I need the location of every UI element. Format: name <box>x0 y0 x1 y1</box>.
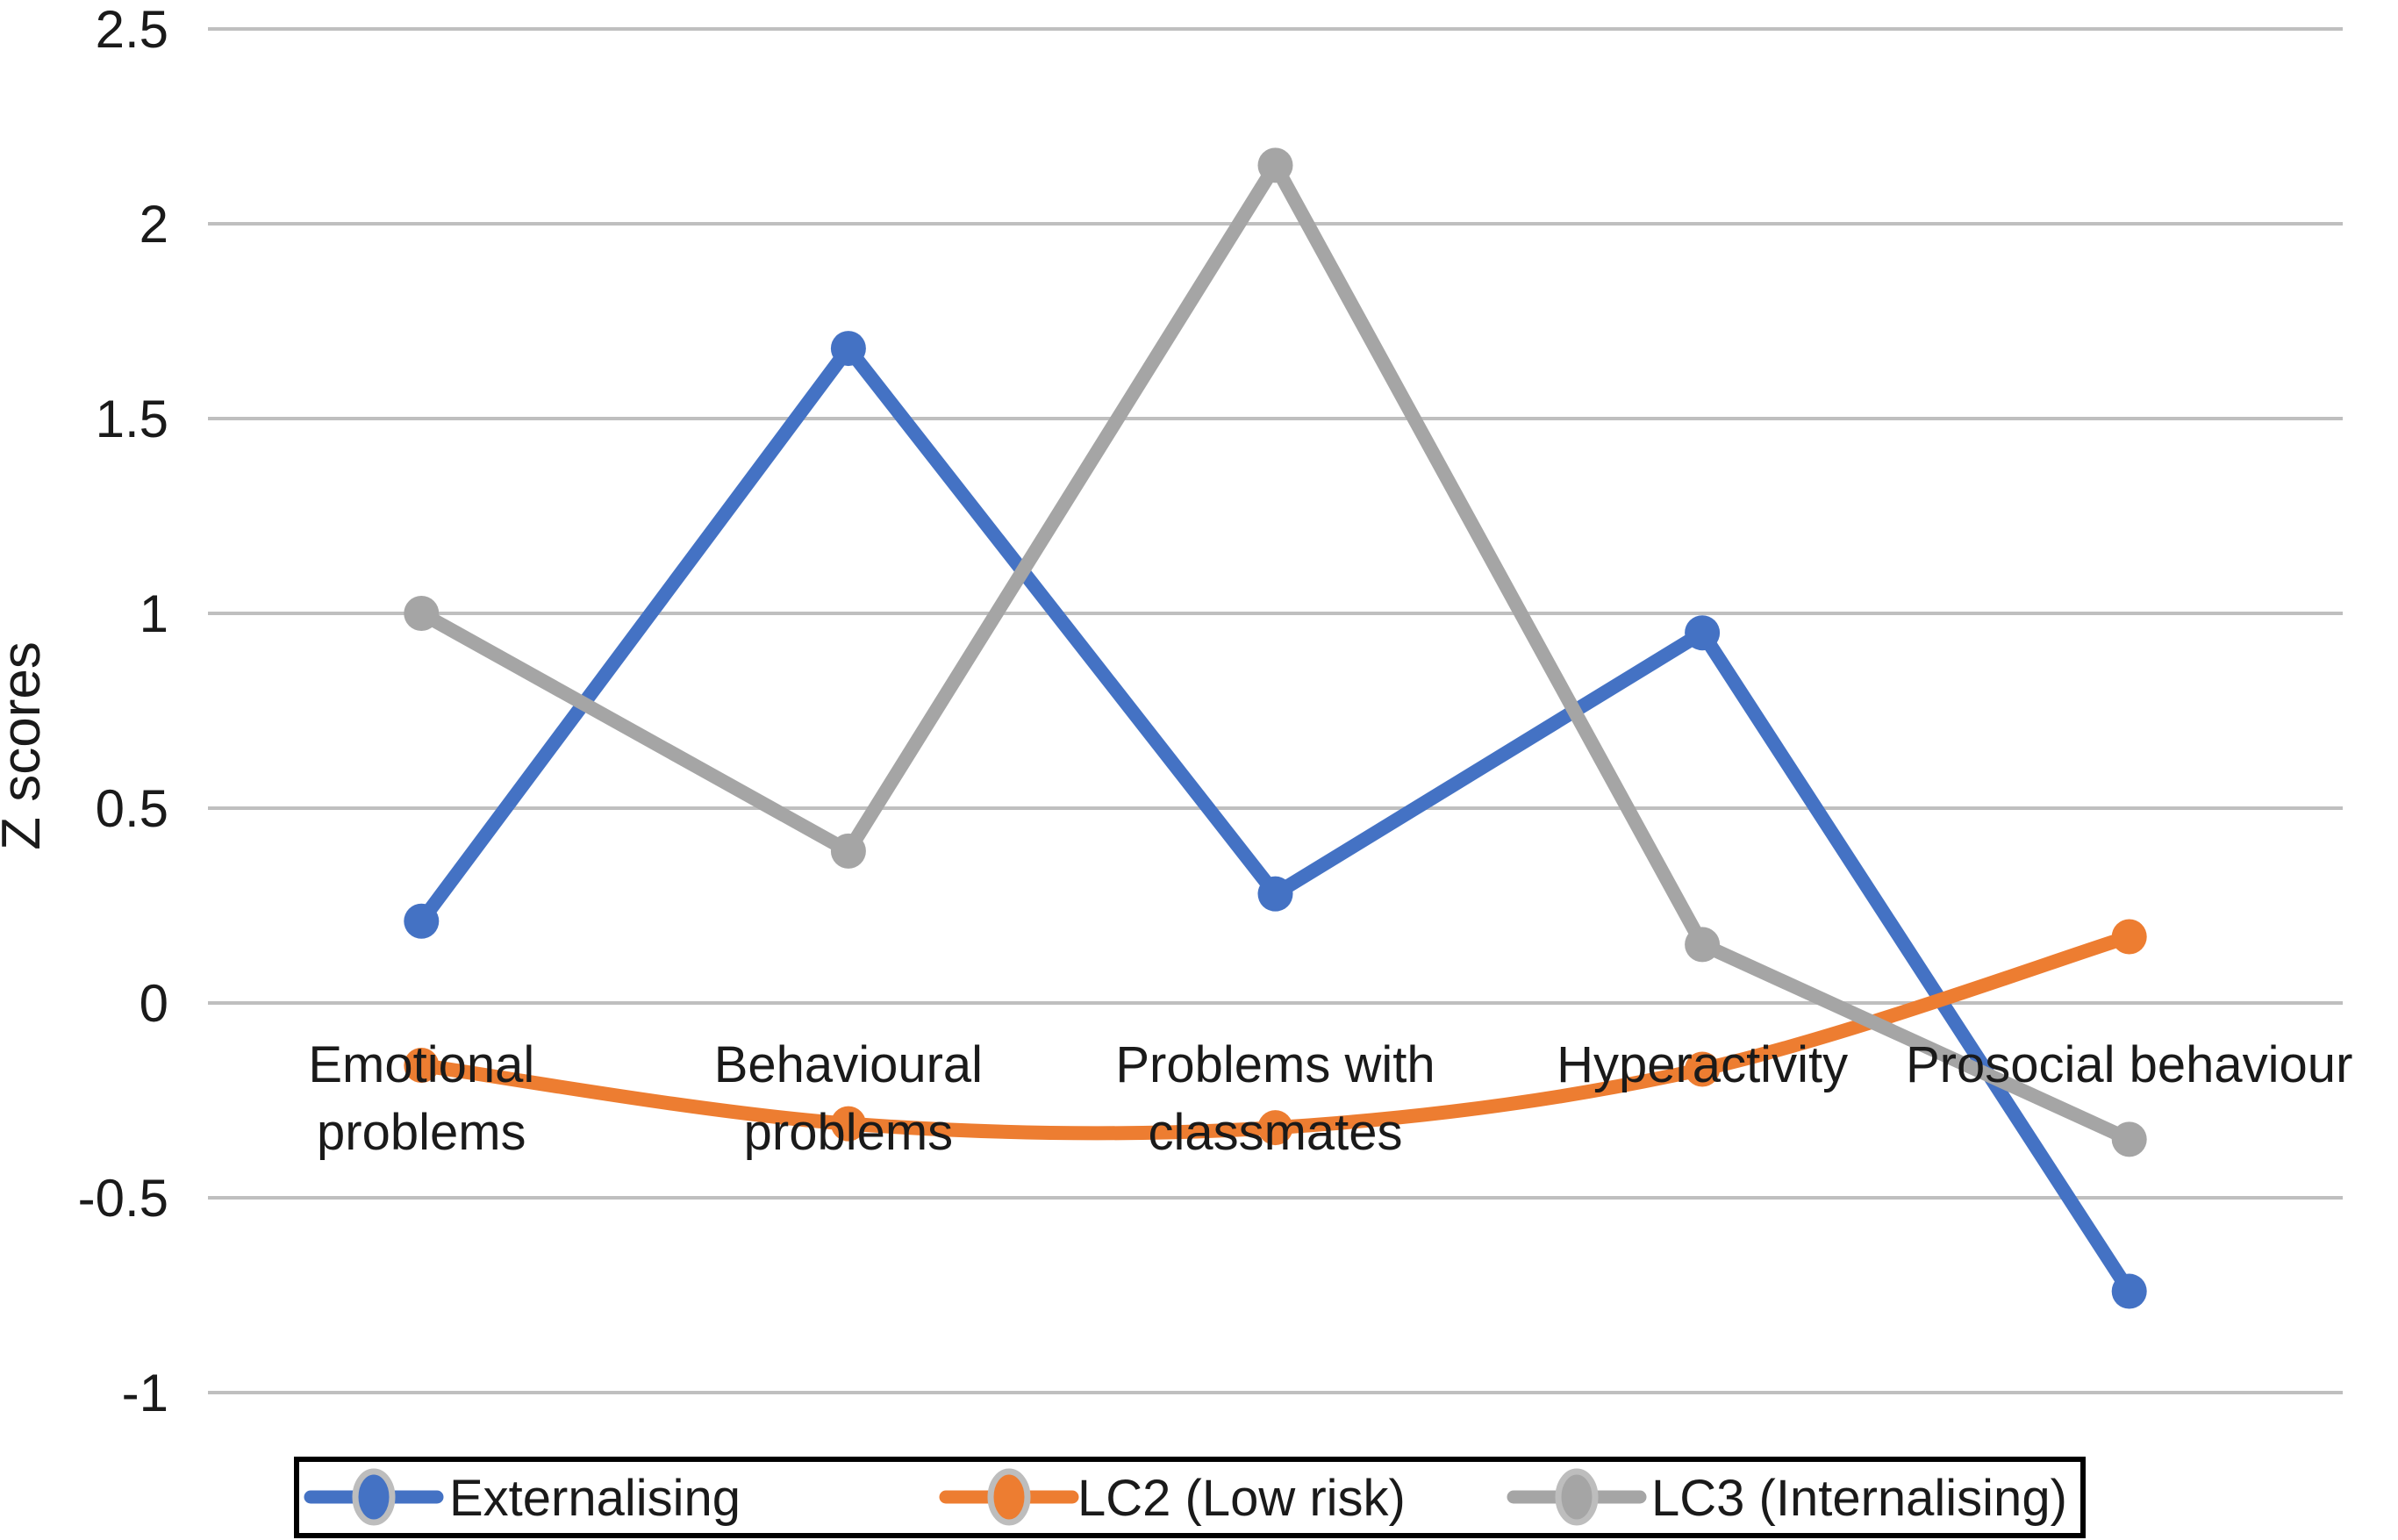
legend-marker-lc2-low-risk <box>987 1468 1031 1526</box>
data-point-marker-externalising <box>830 331 866 367</box>
x-axis-category-labels: Emotional problems Behavioural problems Prob… <box>308 1036 2352 1161</box>
data-point-marker-lc2-low-risk <box>1257 1110 1293 1146</box>
data-point-marker-lc3-internalising <box>1257 147 1293 183</box>
category-label: Emotional problems <box>308 1036 534 1161</box>
data-point-marker-lc2-low-risk <box>404 1048 440 1084</box>
legend-marker-externalising <box>352 1468 396 1526</box>
y-tick-label: 0.5 <box>96 779 168 838</box>
data-point-marker-externalising <box>404 903 440 939</box>
legend-item-lc2-low-risk: LC2 (Low risk) <box>939 1468 1406 1527</box>
category-label: Prosocial behaviour <box>1906 1036 2352 1093</box>
gridlines-layer <box>208 27 2343 1394</box>
legend: Externalising LC2 (Low risk) LC3 (Internal… <box>294 1457 2086 1538</box>
data-point-marker-lc2-low-risk <box>2111 919 2147 955</box>
legend-marker-lc3-internalising <box>1555 1468 1599 1526</box>
legend-label-lc2-low-risk: LC2 (Low risk) <box>1077 1470 1406 1527</box>
y-tick-label: 1.5 <box>96 390 168 448</box>
y-axis-title-text: Z scores <box>0 641 52 850</box>
legend-box <box>294 1457 2086 1538</box>
series-line-lc3-internalising <box>414 158 2137 1147</box>
legend-label-externalising: Externalising <box>449 1470 741 1527</box>
category-label: Hyperactivity <box>1557 1036 1848 1093</box>
data-point-marker-lc2-low-risk <box>1685 1051 1721 1087</box>
data-point-marker-lc3-internalising <box>1685 927 1721 963</box>
y-tick-label: 1 <box>140 584 168 643</box>
y-tick-label: 2.5 <box>96 0 168 59</box>
y-tick-label: -1 <box>122 1364 168 1422</box>
data-point-marker-lc3-internalising <box>830 833 866 869</box>
legend-item-lc3-internalising: LC3 (Internalising) <box>1507 1468 2067 1527</box>
series-layer <box>404 147 2147 1309</box>
data-point-marker-externalising <box>1685 615 1721 651</box>
category-label: Problems with classmates <box>1115 1036 1435 1161</box>
y-axis-title: Z scores <box>0 641 52 850</box>
data-point-marker-lc3-internalising <box>2111 1121 2147 1157</box>
data-point-marker-externalising <box>1257 876 1293 912</box>
y-axis-tick-labels: 2.5 2 1.5 1 0.5 0 -0.5 -1 <box>78 0 168 1422</box>
legend-label-lc3-internalising: LC3 (Internalising) <box>1651 1470 2067 1527</box>
y-tick-label: -0.5 <box>78 1169 168 1228</box>
legend-item-externalising: Externalising <box>304 1468 741 1527</box>
data-point-marker-lc3-internalising <box>404 596 440 631</box>
y-tick-label: 2 <box>140 195 168 254</box>
y-tick-label: 0 <box>140 974 168 1033</box>
data-point-marker-lc2-low-risk <box>830 1106 866 1142</box>
category-label: Behavioural problems <box>714 1036 983 1161</box>
data-point-marker-externalising <box>2111 1273 2147 1309</box>
